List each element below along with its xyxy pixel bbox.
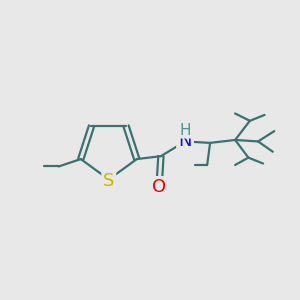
Text: S: S <box>103 172 115 190</box>
Text: N: N <box>178 132 192 150</box>
Text: H: H <box>179 123 191 138</box>
Text: O: O <box>152 178 167 196</box>
